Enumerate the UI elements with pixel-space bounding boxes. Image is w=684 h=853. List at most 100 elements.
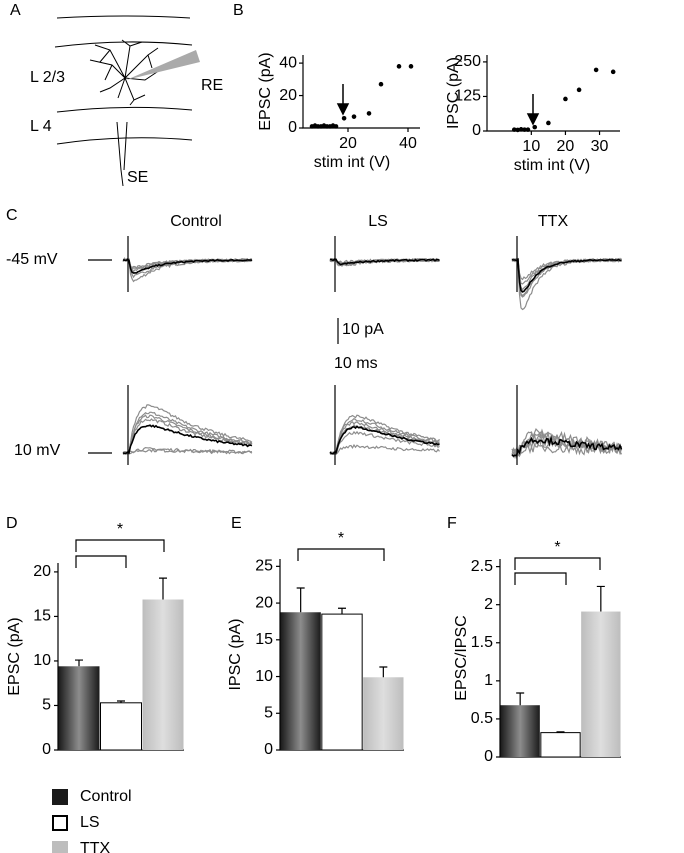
significance-bracket bbox=[514, 557, 601, 570]
y-tick-label: 0 bbox=[288, 119, 297, 136]
bar bbox=[280, 612, 321, 750]
trace bbox=[329, 417, 440, 456]
panel-label: D bbox=[6, 515, 18, 532]
point bbox=[396, 64, 402, 69]
y-tick-label: 0 bbox=[472, 122, 481, 139]
holding-label: -45 mV bbox=[6, 251, 58, 268]
legend-swatch bbox=[52, 815, 68, 831]
point bbox=[563, 96, 568, 102]
y-tick-label: 0 bbox=[42, 741, 51, 758]
electrode-label: RE bbox=[201, 77, 223, 94]
error-bar bbox=[117, 700, 125, 703]
y-tick-label: 0 bbox=[484, 748, 493, 765]
significance-label: * bbox=[117, 521, 123, 538]
arrow bbox=[336, 84, 540, 126]
trace bbox=[329, 258, 440, 266]
column-title: LS bbox=[368, 213, 388, 230]
trace bbox=[511, 258, 622, 293]
point bbox=[532, 124, 538, 130]
recording-electrode bbox=[126, 50, 200, 80]
y-tick-label: 15 bbox=[255, 631, 273, 648]
column-title: TTX bbox=[538, 213, 569, 230]
y-axis-title: IPSC (pA) bbox=[445, 57, 462, 129]
trace bbox=[122, 411, 253, 456]
significance-bracket bbox=[514, 572, 567, 585]
electrode-label: SE bbox=[127, 169, 148, 186]
significance-label: * bbox=[338, 530, 344, 547]
y-tick-label: 20 bbox=[255, 594, 273, 611]
point bbox=[525, 127, 531, 132]
point bbox=[333, 124, 339, 129]
y-tick-label: 20 bbox=[33, 563, 51, 580]
legend-label: Control bbox=[80, 788, 132, 805]
trace bbox=[511, 435, 623, 457]
error-bar bbox=[516, 692, 525, 706]
trace bbox=[122, 414, 253, 456]
trace bbox=[329, 430, 440, 456]
axis bbox=[302, 55, 420, 129]
trace bbox=[123, 258, 253, 274]
y-tick-label: 0.5 bbox=[471, 710, 493, 727]
error-bar bbox=[159, 577, 167, 600]
y-axis-title: EPSC/IPSC bbox=[453, 615, 470, 700]
trace bbox=[122, 418, 253, 454]
x-tick-label: 30 bbox=[591, 138, 609, 155]
column-title: Control bbox=[170, 213, 222, 230]
error-bar bbox=[379, 666, 388, 678]
panel-label: E bbox=[231, 515, 242, 532]
point bbox=[341, 115, 347, 121]
y-tick-label: 5 bbox=[42, 697, 51, 714]
trace bbox=[122, 446, 253, 455]
point bbox=[351, 114, 357, 119]
y-tick-label: 20 bbox=[279, 87, 297, 104]
significance-bracket bbox=[75, 539, 165, 552]
bar bbox=[321, 613, 363, 751]
error-bar bbox=[556, 731, 565, 733]
trace bbox=[511, 428, 622, 459]
panel-label: F bbox=[447, 515, 457, 532]
panel-label: B bbox=[233, 2, 244, 19]
trace bbox=[329, 414, 440, 455]
holding-label: 10 mV bbox=[14, 442, 61, 459]
point bbox=[610, 69, 616, 75]
y-tick-label: 1.5 bbox=[471, 634, 493, 651]
bar bbox=[540, 732, 581, 758]
slice-diagram bbox=[54, 15, 193, 187]
y-tick-label: 10 bbox=[255, 668, 273, 685]
significance-bracket bbox=[297, 548, 385, 561]
legend-swatch bbox=[52, 841, 68, 853]
scale-label: 10 pA bbox=[342, 321, 384, 338]
x-tick-label: 10 bbox=[522, 138, 540, 155]
point bbox=[522, 127, 527, 132]
y-tick-label: 5 bbox=[264, 704, 273, 721]
y-tick-label: 250 bbox=[454, 53, 481, 70]
trace bbox=[122, 404, 253, 454]
y-tick-label: 1 bbox=[484, 672, 493, 689]
y-axis-title: IPSC (pA) bbox=[227, 618, 244, 690]
bar bbox=[363, 677, 404, 750]
x-axis-title: stim int (V) bbox=[314, 154, 390, 171]
trace bbox=[122, 257, 253, 269]
y-axis-title: EPSC (pA) bbox=[257, 52, 274, 130]
layer-label: L 4 bbox=[30, 118, 52, 135]
point bbox=[518, 127, 524, 132]
bar bbox=[581, 611, 621, 757]
y-tick-label: 2.5 bbox=[471, 558, 493, 575]
bar bbox=[142, 599, 184, 750]
panel-label: C bbox=[6, 207, 18, 224]
point bbox=[515, 127, 520, 133]
trace bbox=[511, 442, 623, 458]
y-tick-label: 125 bbox=[454, 88, 481, 105]
x-tick-label: 20 bbox=[557, 138, 575, 155]
legend-label: TTX bbox=[80, 840, 111, 853]
axis bbox=[486, 55, 620, 132]
trace bbox=[329, 443, 440, 455]
trace bbox=[122, 424, 253, 455]
y-tick-label: 40 bbox=[279, 54, 297, 71]
traces bbox=[122, 236, 623, 465]
error-bar bbox=[596, 585, 605, 612]
x-axis-title: stim int (V) bbox=[514, 157, 590, 174]
y-tick-label: 15 bbox=[33, 608, 51, 625]
bar bbox=[58, 666, 100, 750]
point bbox=[593, 67, 599, 73]
